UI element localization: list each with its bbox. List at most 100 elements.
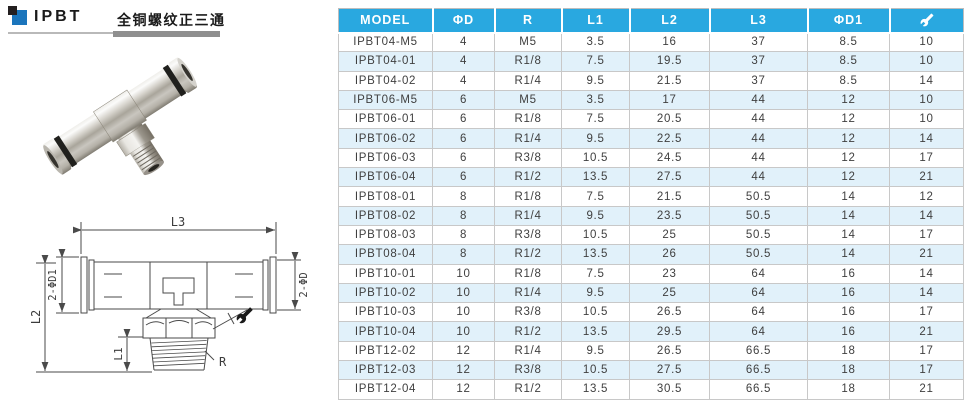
- table-cell: 14: [889, 263, 964, 284]
- table-row: IPBT08-02 8 R1/4 9.5 23.5 50.5 14 14: [338, 205, 964, 226]
- table-cell: 66.5: [709, 360, 808, 381]
- table-cell: 25: [629, 224, 710, 246]
- column-header-d1: ΦD1: [806, 8, 890, 34]
- table-cell: 16: [807, 282, 890, 304]
- table-row: IPBT04-01 4 R1/8 7.5 19.5 37 8.5 10: [338, 51, 964, 72]
- table-cell: IPBT12-02: [338, 340, 433, 362]
- table-cell: R1/8: [494, 109, 562, 130]
- table-cell: 6: [432, 89, 495, 111]
- table-cell: 50.5: [709, 224, 808, 246]
- table-cell: 26.5: [629, 302, 710, 323]
- table-cell: 44: [709, 89, 808, 111]
- table-cell: 13.5: [561, 379, 630, 400]
- table-cell: 16: [629, 31, 710, 53]
- table-cell: 50.5: [709, 186, 808, 207]
- table-cell: 6: [432, 109, 495, 130]
- table-cell: R3/8: [494, 360, 562, 381]
- brand-logo: [8, 6, 28, 26]
- table-cell: 10: [889, 89, 964, 111]
- table-cell: IPBT04-M5: [338, 31, 433, 53]
- logo-black-square: [8, 6, 17, 15]
- table-cell: 14: [807, 186, 890, 207]
- table-cell: 12: [889, 186, 964, 207]
- table-row: IPBT10-02 10 R1/4 9.5 25 64 16 14: [338, 282, 964, 304]
- table-cell: 37: [709, 70, 808, 91]
- column-header-l1: L1: [560, 8, 630, 34]
- table-cell: IPBT12-03: [338, 360, 433, 381]
- column-header-d: ΦD: [431, 8, 495, 34]
- table-cell: 50.5: [709, 244, 808, 265]
- table-cell: 21: [889, 167, 964, 188]
- table-row: IPBT08-03 8 R3/8 10.5 25 50.5 14 17: [338, 224, 964, 246]
- table-cell: 13.5: [561, 167, 630, 188]
- spec-table: MODEL ΦD R L1 L2 L3 ΦD1: [338, 8, 964, 400]
- table-cell: IPBT12-04: [338, 379, 433, 400]
- table-cell: 64: [709, 282, 808, 304]
- table-cell: 16: [807, 263, 890, 284]
- table-cell: 7.5: [561, 51, 630, 72]
- table-row: IPBT12-04 12 R1/2 13.5 30.5 66.5 18 21: [338, 379, 964, 400]
- table-cell: R1/2: [494, 244, 562, 265]
- table-cell: 14: [807, 205, 890, 226]
- table-cell: 14: [889, 205, 964, 226]
- table-cell: R1/8: [494, 263, 562, 284]
- table-cell: 6: [432, 167, 495, 188]
- table-cell: 12: [807, 128, 890, 149]
- table-cell: 66.5: [709, 340, 808, 362]
- table-cell: 17: [889, 224, 964, 246]
- table-cell: R1/2: [494, 379, 562, 400]
- table-cell: 16: [807, 321, 890, 342]
- product-photo: [43, 57, 197, 176]
- table-cell: IPBT10-02: [338, 282, 433, 304]
- dim-label-d: 2-ΦD: [298, 272, 310, 297]
- table-cell: IPBT10-01: [338, 263, 433, 284]
- table-row: IPBT12-03 12 R3/8 10.5 27.5 66.5 18 17: [338, 360, 964, 381]
- table-cell: 8.5: [807, 31, 890, 53]
- table-cell: 6: [432, 128, 495, 149]
- table-row: IPBT08-01 8 R1/8 7.5 21.5 50.5 14 12: [338, 186, 964, 207]
- table-cell: 13.5: [561, 244, 630, 265]
- dim-label-l1: L1: [112, 347, 125, 360]
- table-cell: 17: [889, 147, 964, 169]
- table-cell: 16: [807, 302, 890, 323]
- technical-drawing: L3 2-ΦD1 2-ΦD L2 L1 R: [29, 215, 310, 373]
- table-cell: IPBT06-03: [338, 147, 433, 169]
- table-cell: 12: [432, 340, 495, 362]
- table-cell: 21: [889, 244, 964, 265]
- table-cell: 4: [432, 51, 495, 72]
- table-cell: 13.5: [561, 321, 630, 342]
- table-cell: 3.5: [561, 89, 630, 111]
- table-cell: IPBT04-02: [338, 70, 433, 91]
- table-cell: 44: [709, 147, 808, 169]
- table-cell: 64: [709, 321, 808, 342]
- wrench-icon: [920, 13, 934, 27]
- table-row: IPBT08-04 8 R1/2 13.5 26 50.5 14 21: [338, 244, 964, 265]
- table-cell: R1/4: [494, 70, 562, 91]
- table-cell: 9.5: [561, 70, 630, 91]
- table-row: IPBT04-M5 4 M5 3.5 16 37 8.5 10: [338, 31, 964, 53]
- dim-label-l3: L3: [171, 215, 185, 229]
- table-cell: 29.5: [629, 321, 710, 342]
- table-row: IPBT10-03 10 R3/8 10.5 26.5 64 16 17: [338, 302, 964, 323]
- table-cell: 18: [807, 379, 890, 400]
- spec-table-container: MODEL ΦD R L1 L2 L3 ΦD1: [338, 8, 964, 400]
- table-cell: 10: [432, 282, 495, 304]
- table-row: IPBT06-M5 6 M5 3.5 17 44 12 10: [338, 89, 964, 111]
- table-cell: 12: [432, 360, 495, 381]
- table-cell: 18: [807, 340, 890, 362]
- table-cell: IPBT08-03: [338, 224, 433, 246]
- table-row: IPBT06-03 6 R3/8 10.5 24.5 44 12 17: [338, 147, 964, 169]
- table-cell: 8: [432, 244, 495, 265]
- table-cell: 12: [807, 109, 890, 130]
- product-code: IPBT: [34, 8, 83, 25]
- table-row: IPBT06-04 6 R1/2 13.5 27.5 44 12 21: [338, 167, 964, 188]
- table-cell: 64: [709, 263, 808, 284]
- table-cell: IPBT10-04: [338, 321, 433, 342]
- table-cell: 7.5: [561, 263, 630, 284]
- table-cell: 8: [432, 205, 495, 226]
- column-header-l2: L2: [628, 8, 710, 34]
- table-cell: 8.5: [807, 51, 890, 72]
- spec-table-body: IPBT04-M5 4 M5 3.5 16 37 8.5 10 IPBT04-01 4 R1/8 7.…: [338, 31, 964, 400]
- column-header-r: R: [493, 8, 562, 34]
- table-cell: IPBT06-M5: [338, 89, 433, 111]
